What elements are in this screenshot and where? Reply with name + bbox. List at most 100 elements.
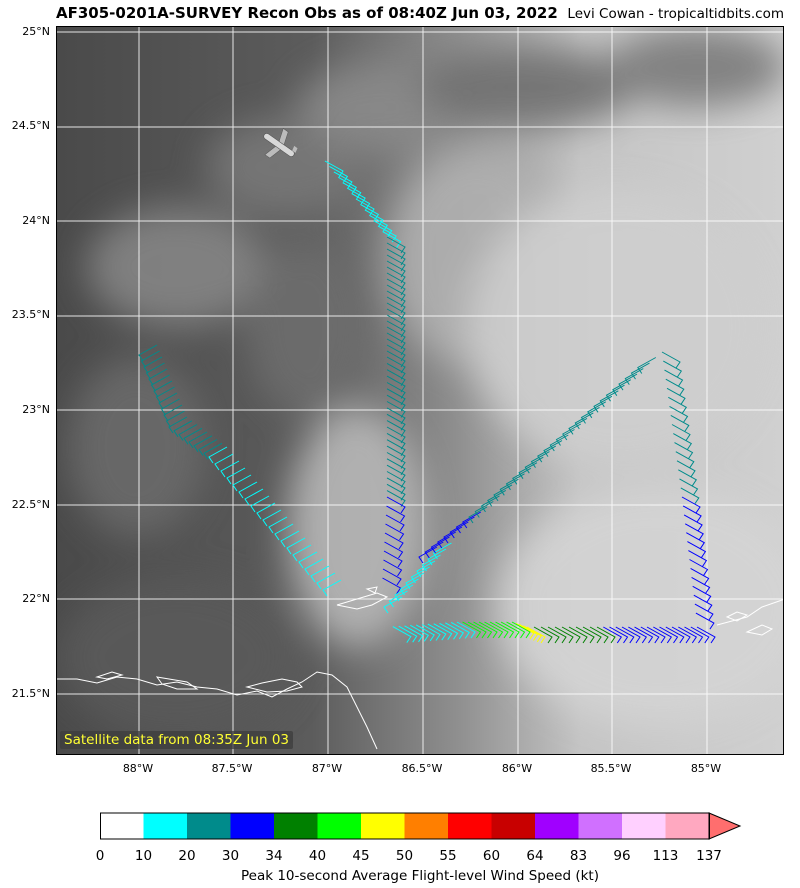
lat-label-22-5: 22.5°N [11, 498, 50, 511]
wind-barb [637, 357, 657, 374]
lat-label-25: 25°N [22, 25, 50, 38]
wind-barb [473, 621, 493, 639]
wind-barb [474, 501, 494, 518]
wind-barb [410, 624, 430, 642]
colorbar-tick: 45 [352, 848, 370, 864]
wind-barb [437, 531, 457, 549]
wind-barb [523, 625, 543, 643]
wind-barb [689, 559, 709, 576]
wind-barb [168, 416, 188, 434]
wind-barb [404, 625, 424, 643]
colorbar-tick: 34 [265, 848, 283, 864]
wind-barb [530, 451, 550, 468]
wind-barb [208, 446, 228, 464]
colorbar-tick: 60 [482, 848, 501, 864]
colorbar-cell [100, 813, 144, 839]
lon-label-86-5: 86.5°W [401, 762, 443, 775]
wind-barb [624, 368, 644, 385]
wind-barb [250, 495, 270, 513]
wind-barb [462, 621, 482, 639]
wind-barb [515, 622, 535, 640]
wind-barb [280, 530, 300, 548]
wind-barb [386, 413, 406, 431]
wind-barb [587, 401, 607, 419]
colorbar-cell [317, 813, 362, 839]
colorbar-tick: 50 [395, 848, 414, 864]
wind-barb [262, 509, 282, 527]
colorbar-tick: 0 [95, 848, 105, 864]
colorbar-cell [535, 813, 579, 839]
wind-barb [679, 478, 699, 496]
wind-barb [322, 579, 342, 597]
wind-barb [665, 378, 685, 396]
wind-barb [695, 612, 715, 630]
wind-barb [574, 412, 594, 430]
wind-barb [676, 460, 696, 478]
wind-barb [286, 537, 306, 555]
wind-barb [568, 417, 588, 435]
wind-barb [386, 426, 406, 444]
wind-barb [386, 375, 406, 393]
wind-barb [526, 626, 546, 644]
wind-barb [382, 568, 402, 586]
wind-barb [220, 460, 240, 478]
wind-barb [678, 626, 698, 644]
wind-barb [618, 373, 638, 391]
wind-barb [675, 451, 695, 468]
wind-barb [386, 458, 406, 476]
colorbar-cell [187, 813, 231, 839]
wind-barb [385, 514, 405, 532]
aircraft-icon [263, 128, 298, 159]
wind-barb [382, 577, 402, 595]
wind-barb [495, 621, 515, 639]
satellite-map[interactable] [56, 26, 784, 755]
wind-barb [666, 387, 686, 405]
wind-barb [386, 483, 406, 501]
wind-barb [386, 505, 406, 523]
wind-barb [628, 626, 648, 644]
wind-barb [386, 401, 406, 418]
wind-barb [178, 424, 198, 441]
wind-barb [653, 626, 673, 644]
wind-barb [384, 541, 404, 559]
wind-barb [203, 442, 223, 460]
wind-barb [661, 351, 681, 369]
colorbar-cell [404, 813, 449, 839]
lat-label-23-5: 23.5°N [11, 308, 50, 321]
wind-barb [316, 572, 336, 590]
wind-barb [456, 621, 476, 639]
lon-label-87: 87°W [311, 762, 343, 775]
wind-barb [665, 626, 685, 644]
wind-barb [561, 626, 581, 644]
wind-barb [256, 502, 276, 520]
wind-barb [524, 456, 544, 474]
wind-barb [680, 487, 700, 505]
wind-barb [630, 362, 650, 380]
wind-barb [696, 626, 716, 644]
wind-barb [386, 477, 406, 495]
wind-barb [386, 356, 406, 374]
wind-barb [268, 516, 288, 534]
colorbar-cell [491, 813, 536, 839]
wind-barb [415, 624, 435, 642]
wind-barb [615, 626, 635, 644]
wind-barb [298, 551, 318, 569]
wind-barb [684, 523, 704, 541]
wind-barb [468, 506, 488, 524]
wind-barb [405, 572, 425, 590]
wind-barb [386, 382, 406, 399]
wind-barb [392, 626, 412, 643]
wind-barb [163, 404, 183, 422]
wind-barb [599, 390, 619, 408]
colorbar-label: Peak 10-second Average Flight-level Wind… [241, 868, 599, 884]
wind-barb [386, 464, 406, 482]
wind-barb [386, 445, 406, 463]
lat-label-24-5: 24.5°N [11, 119, 50, 132]
wind-barb [580, 406, 600, 424]
wind-barb [555, 429, 575, 446]
wind-barb [418, 546, 438, 564]
lat-label-24: 24°N [22, 214, 50, 227]
wind-barb [694, 603, 714, 621]
wind-barb [386, 439, 406, 456]
wind-barb [687, 541, 707, 558]
